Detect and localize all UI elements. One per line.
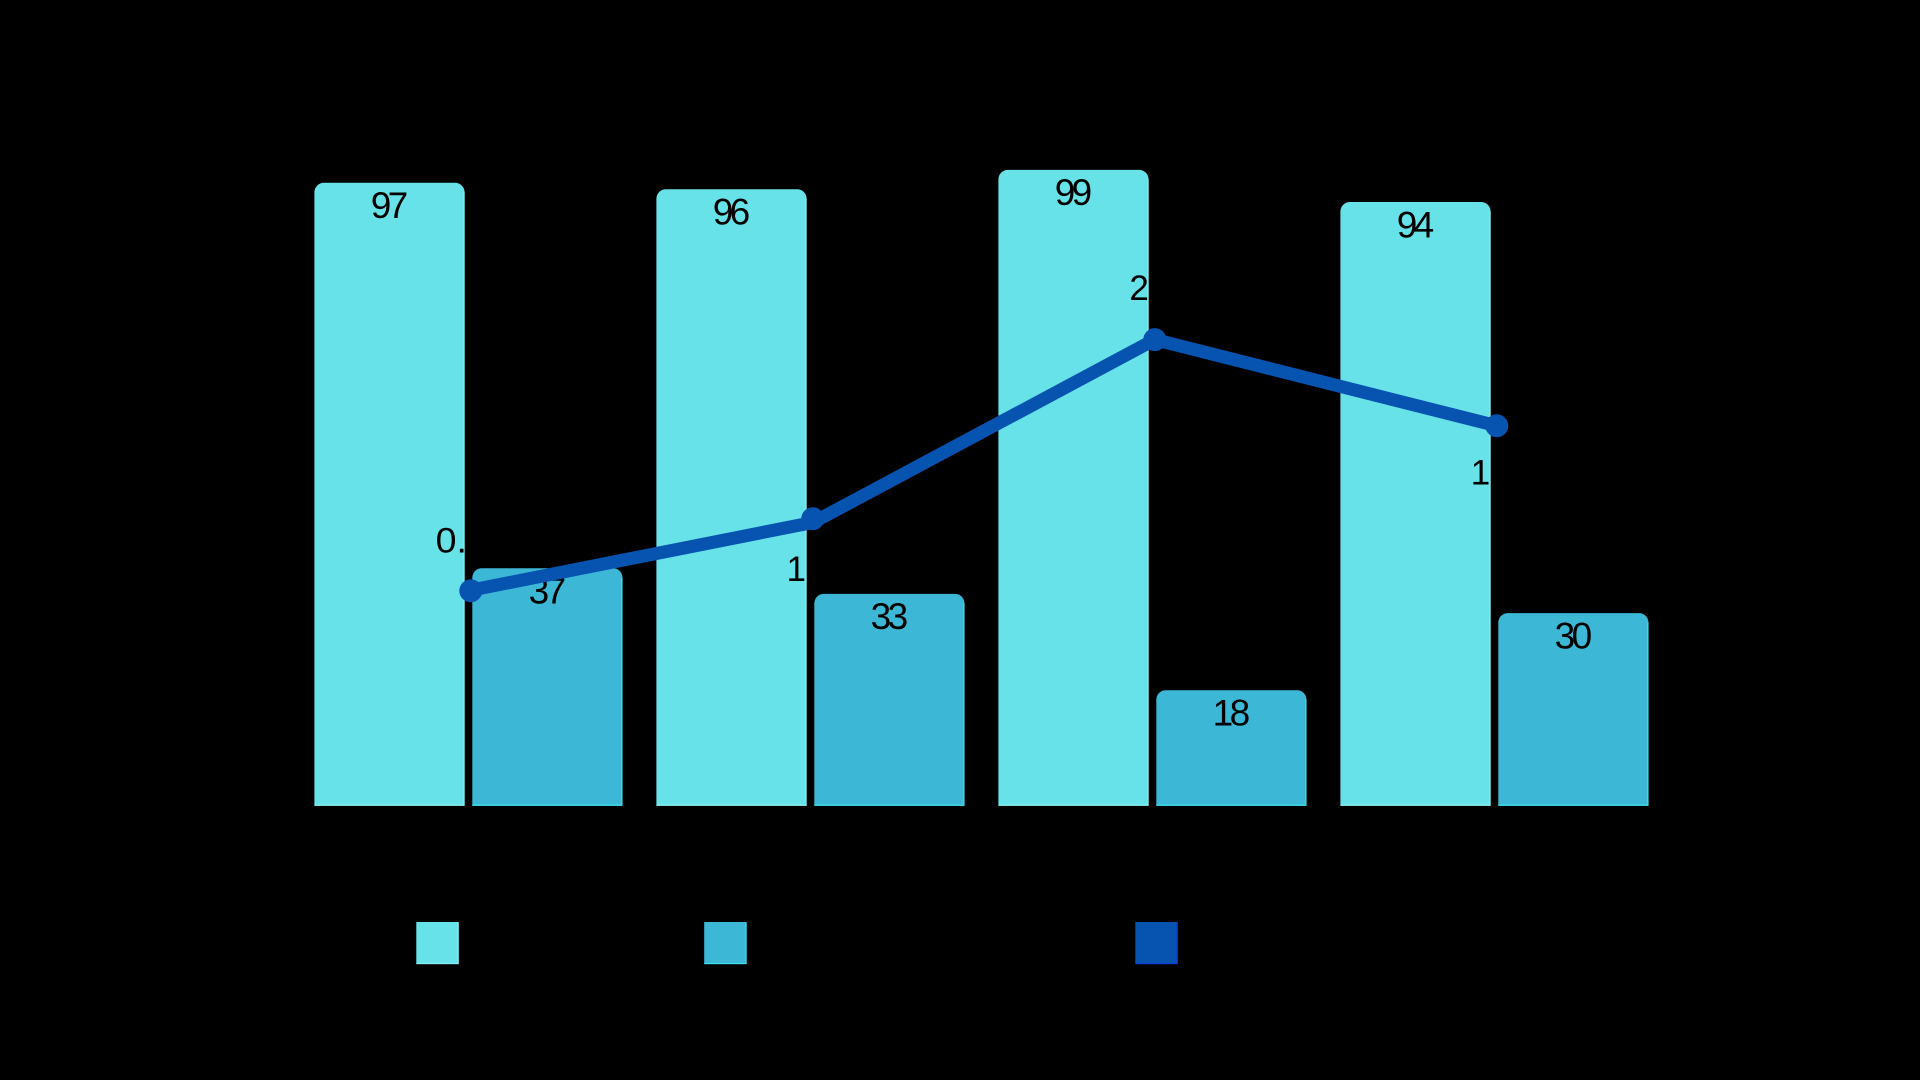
svg-text:18: 18: [1213, 693, 1251, 734]
svg-text:0.42: 0.42: [436, 521, 509, 560]
svg-text:2.35: 2.35: [1129, 269, 1197, 308]
svg-text:96: 96: [713, 192, 751, 233]
svg-text:99: 99: [1055, 172, 1093, 213]
svg-text:33: 33: [871, 596, 909, 637]
svg-text:1.69: 1.69: [1471, 454, 1539, 493]
svg-text:30: 30: [1555, 615, 1593, 656]
svg-text:1.15: 1.15: [787, 550, 855, 589]
svg-text:97: 97: [371, 185, 409, 226]
svg-text:94: 94: [1397, 204, 1435, 245]
